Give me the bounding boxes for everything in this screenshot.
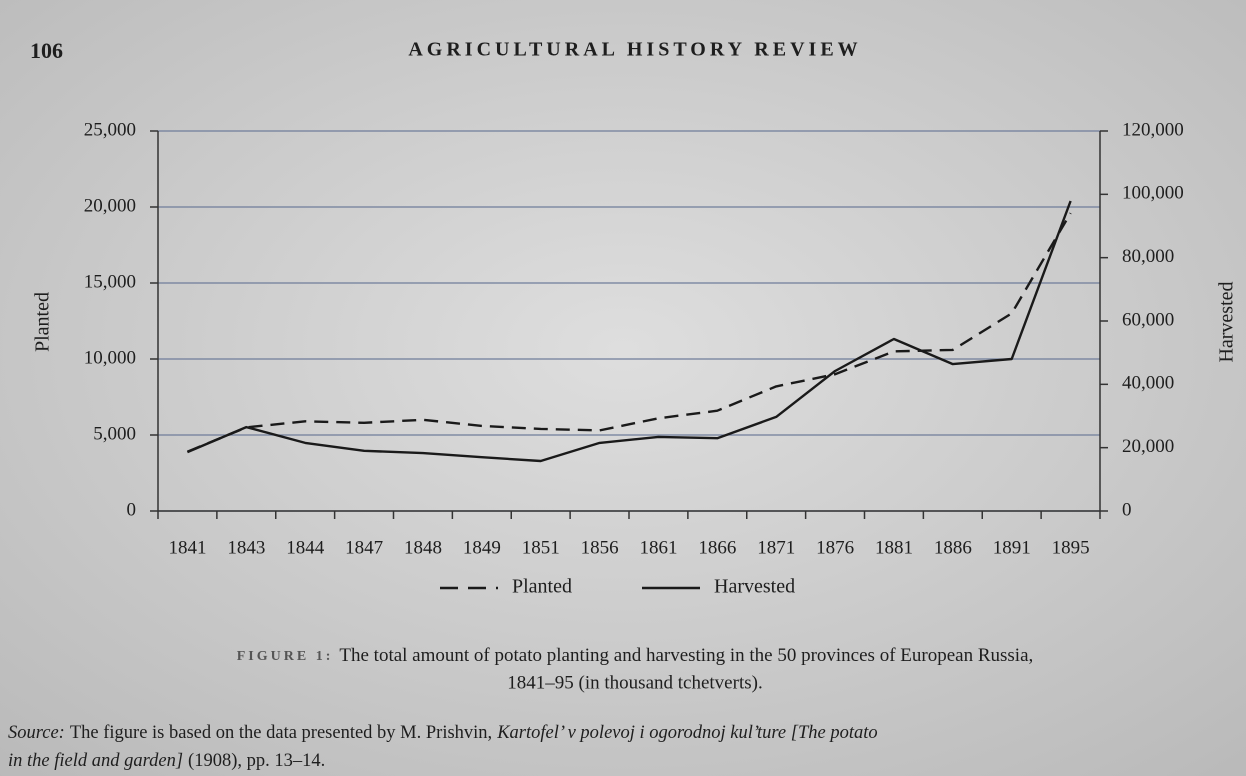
x-tick-label: 1861 bbox=[639, 537, 677, 558]
y2-axis-title: Harvested bbox=[1216, 281, 1238, 362]
y2-tick-label: 20,000 bbox=[1122, 436, 1174, 457]
y2-tick-label: 120,000 bbox=[1122, 119, 1184, 140]
x-tick-label: 1843 bbox=[227, 537, 265, 558]
x-tick-label: 1881 bbox=[875, 537, 913, 558]
y2-tick-label: 40,000 bbox=[1122, 373, 1174, 394]
y-tick-label: 10,000 bbox=[84, 347, 136, 368]
x-tick-label: 1876 bbox=[816, 537, 854, 558]
chart: 0 5,000 10,000 15,000 20,000 25,000 0 20,000 40,… bbox=[32, 119, 1238, 597]
x-tick-label: 1841 bbox=[168, 537, 206, 558]
y-tick-label: 25,000 bbox=[84, 119, 136, 140]
source: Source: The figure is based on the data p… bbox=[8, 723, 878, 743]
series-line bbox=[186, 200, 1072, 463]
source-label: Source: bbox=[8, 723, 65, 743]
y2-tick-label: 100,000 bbox=[1122, 183, 1184, 204]
y-tick-label: 15,000 bbox=[84, 271, 136, 292]
x-tick-label: 1871 bbox=[757, 537, 795, 558]
caption: FIGURE 1: The total amount of potato plan… bbox=[237, 645, 1034, 666]
source: in the field and garden] (1908), pp. 13–1… bbox=[8, 751, 325, 771]
x-tick-label: 1895 bbox=[1052, 537, 1090, 558]
legend-label: Planted bbox=[512, 576, 572, 598]
y2-tick-label: 0 bbox=[1122, 499, 1132, 520]
x-tick-label: 1866 bbox=[698, 537, 736, 558]
page-number: 106 bbox=[30, 38, 63, 63]
y-tick-label: 0 bbox=[127, 499, 137, 520]
legend-label: Harvested bbox=[714, 576, 795, 598]
y2-tick-label: 80,000 bbox=[1122, 246, 1174, 267]
x-tick-label: 1891 bbox=[993, 537, 1031, 558]
source-title: Kartofel’ v polevoj i ogorodnoj kul’ture… bbox=[496, 723, 877, 743]
y-tick-label: 5,000 bbox=[93, 423, 136, 444]
x-tick-label: 1848 bbox=[404, 537, 442, 558]
caption-line: The total amount of potato planting and … bbox=[339, 645, 1033, 666]
running-title: AGRICULTURAL HISTORY REVIEW bbox=[408, 39, 861, 61]
y-axis-title: Planted bbox=[32, 292, 54, 352]
source-text: The figure is based on the data presente… bbox=[70, 723, 492, 743]
caption-label: FIGURE 1: bbox=[237, 649, 334, 664]
x-tick-label: 1851 bbox=[522, 537, 560, 558]
x-tick-label: 1844 bbox=[286, 537, 325, 558]
caption-line: 1841–95 (in thousand tchetverts). bbox=[507, 672, 762, 693]
x-tick-label: 1849 bbox=[463, 537, 501, 558]
x-tick-label: 1856 bbox=[581, 537, 619, 558]
x-tick-label: 1886 bbox=[934, 537, 972, 558]
x-tick-label: 1847 bbox=[345, 537, 383, 558]
y-tick-label: 20,000 bbox=[84, 195, 136, 216]
source-title: in the field and garden] bbox=[8, 751, 183, 771]
y2-tick-label: 60,000 bbox=[1122, 309, 1174, 330]
source-text: (1908), pp. 13–14. bbox=[188, 751, 325, 771]
